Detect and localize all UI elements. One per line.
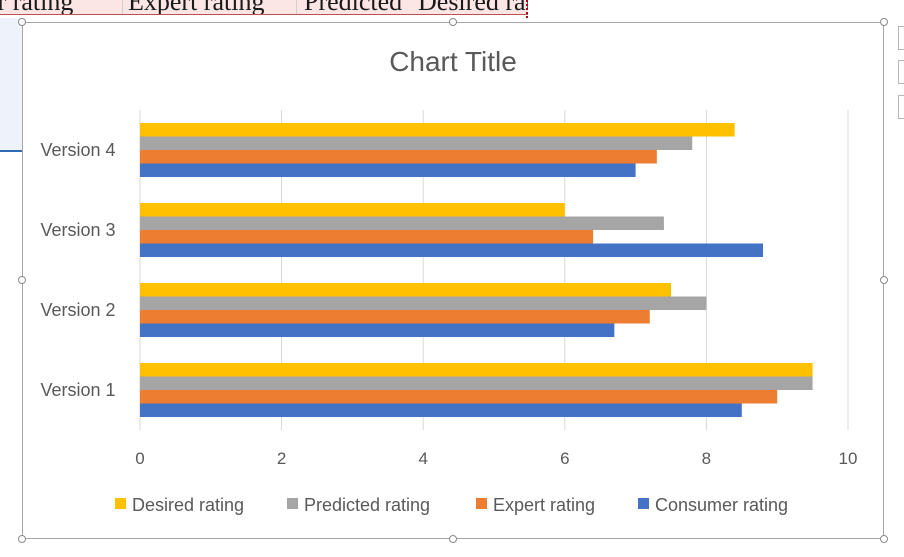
legend-swatch [476, 498, 487, 509]
category-label: Version 3 [40, 220, 115, 240]
resize-handle-bottom[interactable] [449, 535, 457, 543]
chart-title[interactable]: Chart Title [389, 46, 517, 77]
resize-handle-left[interactable] [18, 276, 26, 284]
header-cell[interactable]: Predicted [304, 0, 403, 15]
bar[interactable] [140, 403, 742, 418]
resize-handle-top-right[interactable] [880, 18, 888, 26]
bar[interactable] [140, 296, 707, 311]
legend-label[interactable]: Predicted rating [304, 495, 430, 515]
x-tick-label: 10 [839, 449, 858, 468]
legend-label[interactable]: Consumer rating [655, 495, 788, 515]
selection-marker [526, 0, 531, 18]
header-cell[interactable]: Expert rating [128, 0, 265, 15]
bar[interactable] [140, 310, 650, 324]
resize-handle-top[interactable] [449, 18, 457, 26]
chart-filters-icon[interactable] [898, 95, 904, 119]
cell-divider [296, 0, 297, 14]
resize-handle-bottom-right[interactable] [880, 535, 888, 543]
resize-handle-right[interactable] [880, 276, 888, 284]
category-label: Version 2 [40, 300, 115, 320]
bar[interactable] [140, 363, 813, 377]
legend-label[interactable]: Expert rating [493, 495, 595, 515]
column-header-row: er rating Expert rating Predicted Desire… [0, 0, 528, 15]
legend-swatch [638, 498, 649, 509]
x-tick-label: 8 [702, 449, 711, 468]
bar[interactable] [140, 390, 778, 404]
bar[interactable] [140, 283, 671, 297]
bar[interactable] [140, 203, 565, 217]
header-cell[interactable]: Desired rating [418, 0, 528, 15]
bar[interactable] [140, 163, 636, 178]
bar[interactable] [140, 323, 615, 338]
bar[interactable] [140, 376, 813, 391]
legend-swatch [115, 498, 126, 509]
bar[interactable] [140, 150, 657, 164]
x-tick-label: 2 [277, 449, 286, 468]
resize-handle-bottom-left[interactable] [18, 535, 26, 543]
bar[interactable] [140, 216, 664, 231]
legend[interactable]: Desired rating Predicted rating Expert rat… [115, 495, 788, 515]
x-tick-label: 6 [560, 449, 569, 468]
bar[interactable] [140, 243, 764, 258]
bar[interactable] [140, 123, 735, 137]
cell-divider [122, 0, 123, 14]
resize-handle-top-left[interactable] [18, 18, 26, 26]
row-selection-edge [0, 150, 22, 152]
chart-area[interactable] [22, 22, 884, 539]
legend-label[interactable]: Desired rating [132, 495, 244, 515]
x-tick-label: 4 [418, 449, 427, 468]
category-label: Version 4 [40, 140, 115, 160]
header-cell[interactable]: er rating [0, 0, 74, 15]
legend-swatch [287, 498, 298, 509]
chart-styles-icon[interactable] [898, 60, 904, 84]
bar[interactable] [140, 136, 693, 151]
bar[interactable] [140, 230, 594, 244]
category-label: Version 1 [40, 380, 115, 400]
x-tick-label: 0 [135, 449, 144, 468]
category-axis-labels: Version 1 Version 2 Version 3 Version 4 [40, 140, 115, 400]
chart-elements-icon[interactable] [898, 26, 904, 50]
value-axis-labels: 0 2 4 6 8 10 [135, 449, 857, 468]
bar-series [140, 123, 813, 417]
